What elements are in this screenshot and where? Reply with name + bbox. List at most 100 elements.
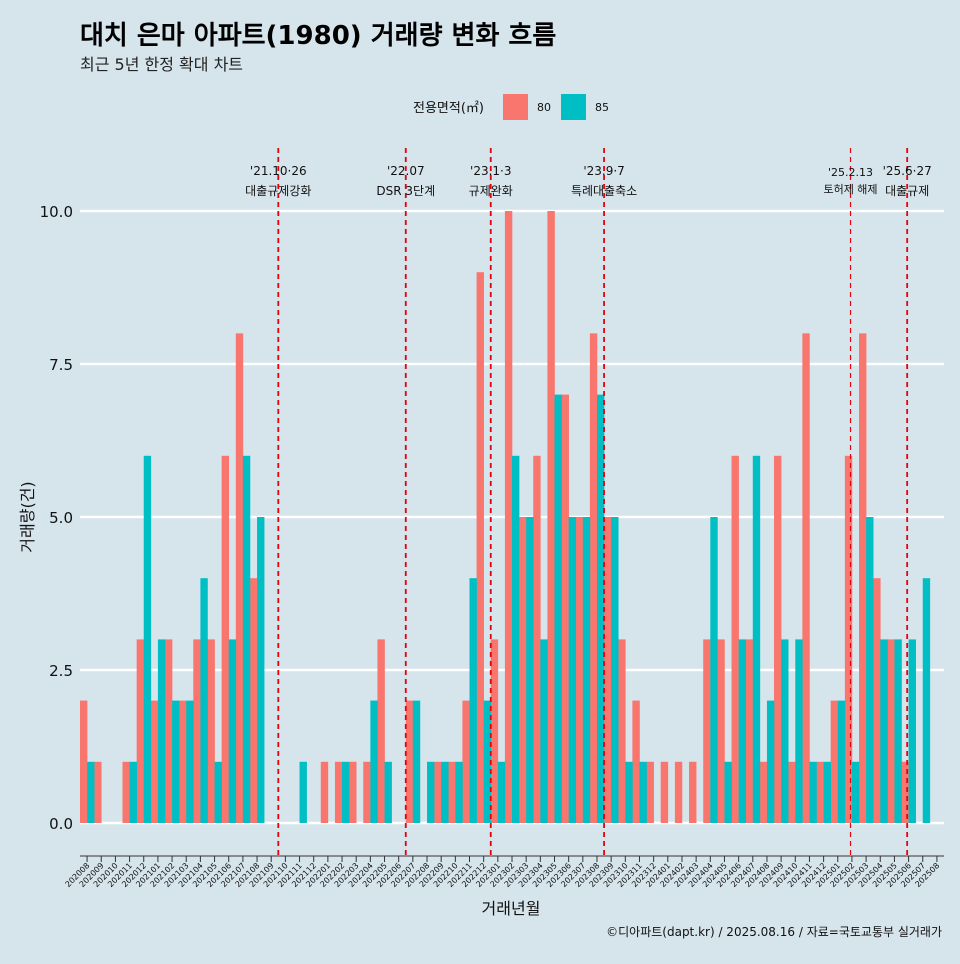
y-axis-ticks: 0.0 2.5 5.0 7.5 10.0 (40, 203, 73, 833)
bar-85-202507 (922, 578, 931, 823)
bar-85-202202 (342, 761, 350, 823)
bar-80-202101 (150, 700, 159, 823)
bar-80-202401 (660, 761, 669, 823)
bar-80-202403 (689, 761, 697, 823)
event-date: '23.9·7 (583, 164, 624, 178)
y-tick-label: 10.0 (40, 203, 73, 221)
y-tick-label: 0.0 (49, 815, 73, 833)
bar-85-202111 (299, 761, 307, 823)
bar-80-202404 (703, 639, 711, 823)
bar-85-202302 (512, 455, 520, 823)
bar-85-202505 (894, 639, 902, 823)
bar-85-202011 (129, 761, 137, 823)
y-tick-label: 5.0 (49, 509, 73, 527)
bar-80-202212 (476, 272, 484, 823)
bar-85-202406 (738, 639, 747, 823)
bar-80-202012 (136, 639, 145, 823)
bar-80-202105 (207, 639, 215, 823)
bar-80-202405 (717, 639, 725, 823)
bar-80-202402 (674, 761, 683, 823)
bar-80-202411 (802, 333, 810, 823)
event-label: DSR 3단계 (376, 184, 435, 198)
bar-85-202210 (455, 761, 463, 823)
bar-80-202108 (249, 578, 258, 823)
bar-85-202207 (412, 700, 421, 823)
bar-85-202504 (880, 639, 888, 823)
bar-85-202211 (469, 578, 477, 823)
event-label: 규제완화 (469, 184, 513, 198)
bar-80-202501 (830, 700, 839, 823)
bar-80-202306 (561, 394, 569, 823)
bar-85-202105 (214, 761, 222, 823)
bar-85-202412 (823, 761, 831, 823)
legend-key-80 (503, 94, 528, 120)
bar-85-202506 (908, 639, 916, 823)
bar-80-202307 (575, 517, 584, 823)
bar-80-202408 (759, 761, 768, 823)
bar-80-202503 (859, 333, 867, 823)
bar-85-202405 (724, 761, 732, 823)
event-date: '23.1·3 (470, 164, 511, 178)
legend-label-85: 85 (595, 101, 609, 114)
bar-85-202303 (526, 517, 534, 823)
bar-80-202304 (533, 455, 541, 823)
bar-85-202212 (483, 700, 492, 823)
legend-label-80: 80 (537, 101, 551, 114)
chart-title: 대치 은마 아파트(1980) 거래량 변화 흐름 (80, 21, 556, 51)
event-label: 대출규제강화 (245, 184, 311, 198)
bar-85-202008 (87, 761, 95, 823)
bar-80-202202 (334, 761, 343, 823)
bar-80-202210 (448, 761, 456, 823)
x-axis: 2020082020092020102020112020122021012021… (64, 855, 944, 889)
bar-85-202503 (866, 517, 874, 823)
bar-85-202408 (766, 700, 775, 823)
bar-80-202409 (774, 455, 782, 823)
legend-key-85 (561, 94, 586, 120)
bar-80-202204 (363, 761, 371, 823)
bar-85-202304 (540, 639, 548, 823)
bar-80-202211 (462, 700, 470, 823)
bar-85-202308 (596, 394, 605, 823)
bar-85-202104 (200, 578, 208, 823)
event-lines (277, 148, 909, 855)
bar-80-202309 (604, 517, 612, 823)
bar-85-202310 (625, 761, 633, 823)
bar-85-202309 (611, 517, 619, 823)
bar-85-202106 (228, 639, 237, 823)
bar-80-202011 (122, 761, 130, 823)
bar-85-202107 (242, 455, 251, 823)
bar-85-202101 (157, 639, 166, 823)
y-tick-label: 2.5 (49, 662, 73, 680)
bar-85-202208 (427, 761, 435, 823)
bar-80-202311 (632, 700, 640, 823)
bar-80-202305 (547, 211, 555, 823)
bars (80, 211, 931, 823)
bar-85-202410 (795, 639, 803, 823)
event-date: '21.10·26 (250, 164, 307, 178)
bar-85-202311 (639, 761, 647, 823)
y-tick-label: 7.5 (49, 356, 73, 374)
bar-80-202205 (377, 639, 385, 823)
legend: 전용면적(㎡) 80 85 (413, 94, 609, 120)
bar-85-202502 (851, 761, 860, 823)
bar-85-202307 (582, 517, 591, 823)
bar-80-202308 (589, 333, 598, 823)
bar-80-202302 (504, 211, 513, 823)
bar-85-202501 (837, 700, 846, 823)
legend-title: 전용면적(㎡) (413, 101, 484, 116)
bar-80-202504 (873, 578, 881, 823)
x-axis-label: 거래년월 (482, 899, 541, 918)
event-label: 대출규제 (885, 184, 929, 198)
bar-85-202012 (143, 455, 152, 823)
y-axis-label: 거래량(건) (18, 481, 37, 552)
bar-85-202103 (186, 700, 194, 823)
bar-80-202103 (179, 700, 187, 823)
bar-80-202203 (349, 761, 357, 823)
bar-85-202108 (257, 517, 265, 823)
bar-80-202406 (731, 455, 739, 823)
chart-subtitle: 최근 5년 한정 확대 차트 (80, 55, 243, 74)
bar-85-202209 (441, 761, 449, 823)
event-annotations: '21.10·26 대출규제강화 '22.07 DSR 3단계 '23.1·3 규제완화 '… (245, 164, 932, 198)
bar-80-202009 (94, 761, 102, 823)
event-date: '25.6·27 (883, 164, 932, 178)
